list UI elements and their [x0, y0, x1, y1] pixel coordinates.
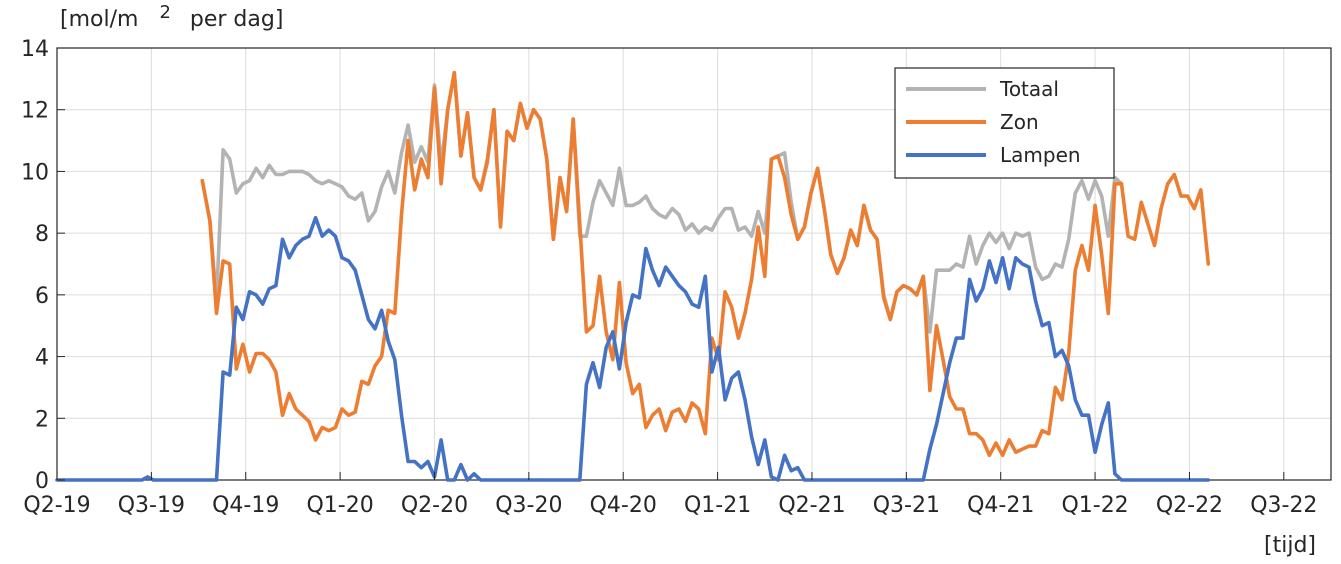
y-tick-label: 2 [35, 407, 49, 432]
x-tick-label: Q4-19 [212, 493, 279, 518]
y-axis-label: [mol/m 2 per dag] [60, 0, 283, 32]
x-tick-label: Q3-20 [495, 493, 562, 518]
y-axis-label-after: per dag] [190, 7, 284, 32]
series-line-totaal [200, 70, 1124, 334]
x-tick-label: Q4-20 [590, 493, 657, 518]
x-tick-label: Q4-21 [967, 493, 1034, 518]
legend-label-lampen: Lampen [1000, 143, 1081, 167]
x-tick-label: Q1-22 [1061, 493, 1128, 518]
x-tick-label: Q3-19 [118, 493, 185, 518]
y-tick-label: 8 [35, 222, 49, 247]
y-axis-label-before: [mol/m [60, 7, 138, 32]
legend-label-totaal: Totaal [999, 77, 1059, 101]
series-line-lampen [55, 215, 1211, 482]
x-tick-label: Q2-20 [401, 493, 468, 518]
y-tick-label: 4 [35, 346, 49, 371]
plot-area-frame [56, 47, 1332, 481]
x-tick-label: Q2-19 [23, 493, 90, 518]
y-tick-label: 10 [21, 160, 49, 185]
y-tick-label: 14 [21, 37, 49, 62]
x-axis-ticks: Q2-19 Q3-19 Q4-19 Q1-20 Q2-20 Q3-20 Q4-20 Q1-21… [23, 472, 1317, 518]
legend: Totaal Zon Lampen [894, 67, 1115, 179]
y-axis-label-superscript: 2 [159, 2, 170, 23]
x-tick-label: Q1-20 [306, 493, 373, 518]
legend-label-zon: Zon [1000, 110, 1039, 134]
series-line-zon [200, 70, 1211, 458]
x-tick-label: Q1-21 [684, 493, 751, 518]
x-tick-label: Q3-21 [873, 493, 940, 518]
x-tick-label: Q3-22 [1250, 493, 1317, 518]
y-tick-label: 0 [35, 469, 49, 494]
y-tick-label: 12 [21, 99, 49, 124]
series-lines [55, 70, 1211, 482]
y-tick-label: 6 [35, 284, 49, 309]
y-axis-ticks: 0 2 4 6 8 10 12 14 [21, 37, 65, 494]
grid [56, 47, 1331, 481]
x-axis-label: [tijd] [1264, 533, 1316, 558]
x-tick-label: Q2-21 [778, 493, 845, 518]
x-tick-label: Q2-22 [1156, 493, 1223, 518]
